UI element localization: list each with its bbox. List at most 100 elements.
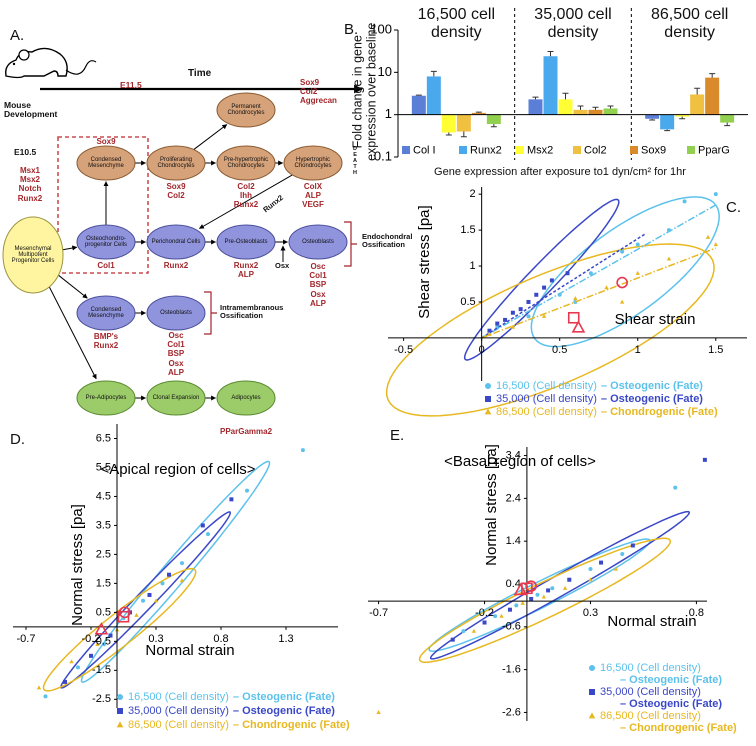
legend-entry: 86,500 (Cell density) – Chondrogenic (Fat… [496, 406, 718, 418]
legend-fate: – Osteogenic (Fate) [620, 698, 722, 710]
dashed-box [57, 136, 149, 274]
diagram-node [288, 224, 348, 260]
x-tick-label: -0.2 [82, 633, 101, 645]
trend-line [481, 204, 717, 339]
legend-label: Col I [413, 144, 436, 156]
diagram-node [146, 380, 206, 416]
node-label: Condensed Mesenchyme [88, 306, 124, 319]
data-point [179, 578, 185, 583]
legend-marker [589, 689, 595, 695]
data-point [541, 313, 547, 318]
y-tick-label: 10 [378, 64, 392, 79]
legend-label: 35,000 (Cell density) [600, 686, 701, 698]
bracket-label: Endochondral Ossification [362, 232, 413, 250]
panel-label: D. [10, 431, 25, 448]
data-point [549, 278, 554, 283]
legend-swatch [630, 146, 638, 154]
diagram-node [216, 380, 276, 416]
y-tick-label: -0.5 [92, 635, 111, 647]
mean-marker [571, 320, 586, 333]
x-tick-label: 0.8 [689, 607, 704, 619]
x-tick-label: 1 [635, 344, 641, 356]
node-label: Osteoblasts [302, 238, 334, 245]
y-tick-label: 3.4 [506, 449, 521, 461]
diagram-node [76, 295, 136, 331]
diagram-node [146, 224, 206, 260]
bar [720, 114, 735, 123]
legend-entry: 35,000 (Cell density) – Osteogenic (Fate) [496, 393, 703, 405]
y-axis-label: Normal stress [pa] [483, 444, 500, 566]
y-tick-label: -0.6 [502, 621, 521, 633]
legend-label: Msx2 [527, 144, 553, 156]
x-tick-label: -0.7 [369, 607, 388, 619]
diagram-node [216, 145, 276, 181]
mouse-icon [5, 47, 68, 79]
y-tick-label: 0.1 [374, 148, 392, 163]
x-axis-label: Gene expression after exposure to1 dyn/c… [434, 166, 686, 178]
data-point [495, 321, 500, 326]
data-point [200, 523, 205, 528]
bar [441, 114, 456, 133]
node-genes: Osc Col1 BSP Osx ALP [309, 262, 327, 308]
data-point [69, 659, 74, 664]
y-axis-label: Fold change in gene expression over base… [350, 22, 378, 161]
y-tick-label: 0.5 [460, 296, 475, 308]
legend-fate: – Chondrogenic (Fate) [620, 722, 737, 734]
y-tick-label: -1.6 [502, 664, 521, 676]
diagram-arrow [58, 274, 88, 299]
legend-fate: – Osteogenic (Fate) [233, 705, 335, 717]
legend-entry: 35,000 (Cell density) – Osteogenic (Fate) [128, 705, 335, 717]
y-tick-label: 1.5 [96, 577, 111, 589]
mouse-tail [65, 60, 97, 75]
data-point [619, 299, 625, 304]
data-point [705, 234, 711, 239]
stage-label: E10.5 [14, 147, 37, 157]
legend-marker [588, 712, 596, 719]
error-bar [679, 116, 686, 120]
data-point [526, 314, 531, 319]
bar [690, 94, 705, 115]
legend-marker [484, 408, 492, 415]
y-tick-label: 1.5 [460, 224, 475, 236]
confidence-ellipse [60, 511, 232, 689]
diagram-arrow [48, 286, 97, 380]
y-tick-label: 0.5 [96, 606, 111, 618]
trend-line [481, 233, 646, 339]
legend-label: 16,500 (Cell density) [600, 662, 701, 674]
y-tick-label: 5.5 [96, 461, 111, 473]
data-point [141, 598, 145, 603]
y-tick-label: 2 [470, 188, 476, 200]
legend-fate: – Osteogenic (Fate) [620, 674, 722, 686]
data-point [507, 607, 512, 612]
data-point [666, 228, 671, 233]
legend-label: 86,500 (Cell density) [128, 719, 229, 731]
bracket [204, 291, 217, 335]
data-point [604, 285, 609, 290]
node-label: Osteoblasts [160, 309, 192, 316]
confidence-ellipse [80, 460, 271, 683]
legend-fate: – Osteogenic (Fate) [233, 691, 335, 703]
data-point [630, 543, 635, 548]
node-label: Osteochondro-progenitor Cells [84, 235, 128, 248]
legend-label: Sox9 [641, 144, 666, 156]
y-tick-label: 0.4 [506, 578, 521, 590]
confidence-ellipse [42, 567, 197, 692]
legend-label: Runx2 [470, 144, 502, 156]
y-tick-label: 1.4 [506, 535, 521, 547]
panel-label: C. [726, 199, 741, 216]
legend-marker [117, 708, 123, 714]
error-bar [709, 73, 716, 78]
legend-label: 35,000 (Cell density) [128, 705, 229, 717]
x-tick-label: 1.5 [708, 344, 723, 356]
node-label: Pre-Adipocytes [85, 394, 127, 401]
mouse-ear [18, 49, 30, 61]
error-bar [430, 70, 437, 77]
data-point [620, 552, 625, 557]
y-tick-label: 2.5 [96, 548, 111, 560]
node-genes: BMP's Runx2 [93, 332, 119, 351]
data-point [229, 497, 234, 502]
mean-marker [567, 311, 580, 324]
data-point [167, 572, 171, 577]
diagram-arrow [193, 124, 228, 150]
data-point [588, 567, 593, 572]
